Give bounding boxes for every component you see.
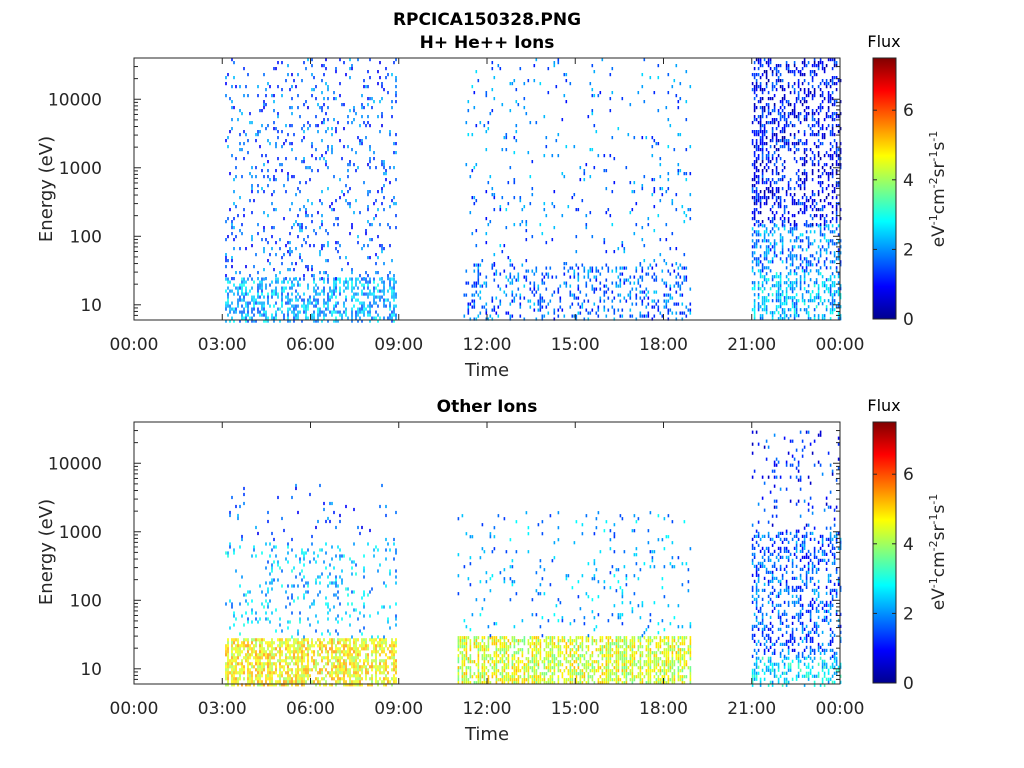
plot-background	[134, 58, 840, 320]
panel-h-he-ions: H+ He++ Ions 00:00 03:00 06:00 09:00 12:00 15…	[36, 32, 949, 381]
x-axis: 00:00 03:00 06:00 09:00 12:00 15:00 18:00 21:00…	[110, 422, 865, 719]
y-tick-label: 10000	[48, 90, 102, 110]
x-tick-label: 03:00	[198, 335, 247, 355]
figure-title: RPCICA150328.PNG	[393, 10, 581, 30]
y-axis-label: Energy (eV)	[36, 136, 57, 242]
x-tick-label: 00:00	[110, 699, 159, 719]
y-axis-label: Energy (eV)	[36, 499, 57, 605]
x-axis: 00:00 03:00 06:00 09:00 12:00 15:00 18:00 21:00…	[110, 58, 865, 355]
x-tick-label: 06:00	[286, 335, 335, 355]
x-tick-label: 00:00	[816, 335, 865, 355]
x-tick-label: 15:00	[551, 335, 600, 355]
y-tick-label: 100	[70, 591, 102, 611]
x-tick-label: 00:00	[816, 699, 865, 719]
colorbar-tick-label: 6	[903, 101, 914, 121]
colorbar-tick-label: 2	[903, 240, 914, 260]
y-tick-label: 10	[80, 296, 102, 316]
x-tick-label: 12:00	[463, 335, 512, 355]
colorbar-tick-label: 4	[903, 535, 914, 555]
colorbar-unit-label: eV-1cm-2sr-1s-1	[927, 494, 949, 611]
y-tick-label: 100	[70, 227, 102, 247]
x-tick-label: 18:00	[639, 699, 688, 719]
colorbar-unit-label: eV-1cm-2sr-1s-1	[927, 131, 949, 248]
y-tick-label: 10	[80, 660, 102, 680]
colorbar-tick-label: 6	[903, 465, 914, 485]
colorbar-gradient	[872, 421, 897, 684]
x-tick-label: 15:00	[551, 699, 600, 719]
y-tick-label: 1000	[59, 523, 102, 543]
colorbar-ticks: 0 2 4 6	[873, 101, 914, 330]
x-tick-label: 12:00	[463, 699, 512, 719]
colorbar: Flux 0 2 4 6 eV-1cm-2sr-1s-1	[867, 396, 949, 694]
x-tick-label: 00:00	[110, 335, 159, 355]
x-axis-label: Time	[464, 724, 509, 745]
flux-cells	[225, 58, 842, 323]
y-axis: 10 100 1000 10000	[48, 57, 840, 321]
y-tick-label: 10000	[48, 454, 102, 474]
colorbar-title: Flux	[867, 32, 900, 51]
colorbar-tick-label: 4	[903, 171, 914, 191]
x-axis-label: Time	[464, 360, 509, 381]
x-tick-label: 03:00	[198, 699, 247, 719]
x-tick-label: 21:00	[727, 335, 776, 355]
colorbar-title: Flux	[867, 396, 900, 415]
colorbar-tick-label: 0	[903, 310, 914, 330]
y-axis: 10 100 1000 10000	[48, 421, 840, 685]
x-tick-label: 06:00	[286, 699, 335, 719]
x-tick-label: 18:00	[639, 335, 688, 355]
panel-other-ions: Other Ions 00:00 03:00 06:00 09:00 12:00 15:0…	[36, 396, 949, 745]
colorbar: Flux 0 2 4 6 eV-1cm-2sr-1s-1	[867, 32, 949, 330]
colorbar-ticks: 0 2 4 6	[873, 465, 914, 694]
x-tick-label: 21:00	[727, 699, 776, 719]
x-tick-label: 09:00	[374, 335, 423, 355]
flux-cells	[225, 430, 842, 687]
panel-title: H+ He++ Ions	[420, 33, 555, 53]
colorbar-gradient	[872, 57, 897, 320]
spectrogram-plot-area	[133, 421, 842, 687]
colorbar-tick-label: 0	[903, 674, 914, 694]
spectrogram-plot-area	[133, 57, 842, 323]
colorbar-tick-label: 2	[903, 604, 914, 624]
panel-title: Other Ions	[437, 397, 538, 417]
y-tick-label: 1000	[59, 159, 102, 179]
x-tick-label: 09:00	[374, 699, 423, 719]
